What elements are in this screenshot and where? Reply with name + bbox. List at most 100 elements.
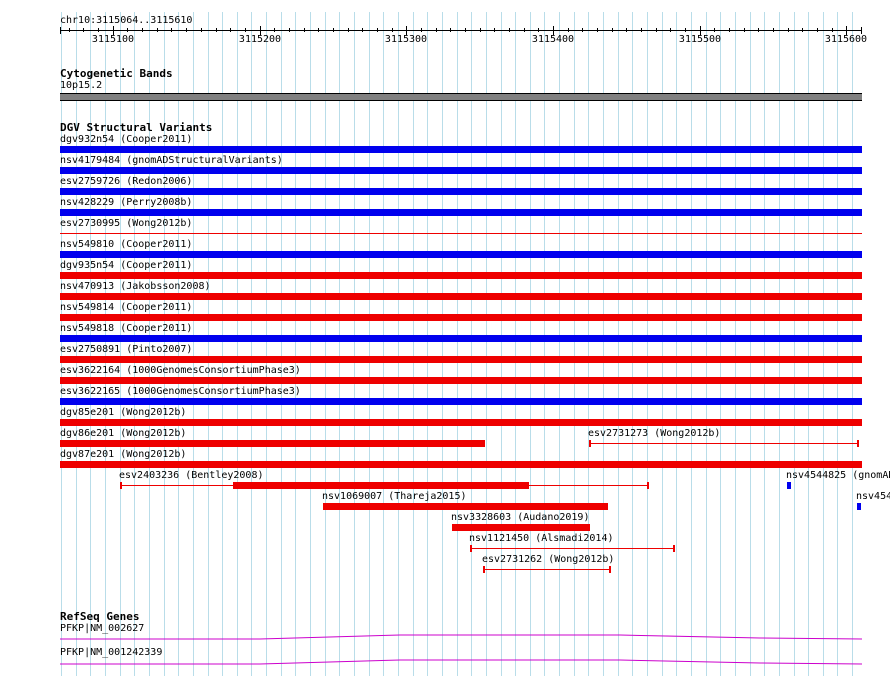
variant-dgv86e201[interactable] — [60, 440, 485, 447]
ruler-major-tick — [553, 26, 554, 35]
grid-line — [471, 12, 472, 676]
variant-dgv87e201[interactable] — [60, 461, 862, 468]
ruler-minor-tick — [421, 28, 422, 32]
variant-bar[interactable] — [60, 188, 862, 195]
ruler-minor-tick — [597, 28, 598, 32]
cytoband-10p15-2[interactable] — [60, 93, 862, 101]
grid-line — [149, 12, 150, 676]
grid-line — [837, 12, 838, 676]
variant-bar[interactable] — [60, 314, 862, 321]
grid-line — [339, 12, 340, 676]
variant-nsv1121450[interactable] — [471, 548, 675, 549]
variant-bar[interactable] — [60, 356, 862, 363]
variant-label-nsv3328603: nsv3328603 (Audano2019) — [451, 512, 590, 523]
grid-line — [383, 12, 384, 676]
variant-esv2731273[interactable] — [590, 443, 859, 444]
ruler-minor-tick — [318, 28, 319, 32]
variant-bar[interactable] — [60, 209, 862, 216]
grid-line — [603, 12, 604, 676]
dgv-track-title[interactable]: DGV Structural Variants — [60, 121, 213, 134]
ruler-minor-tick — [142, 28, 143, 32]
variant-esv2731262-end — [609, 566, 611, 573]
ruler-minor-tick — [729, 28, 730, 32]
grid-line — [779, 12, 780, 676]
gene-nm-002627[interactable] — [60, 630, 862, 646]
grid-line — [222, 12, 223, 676]
grid-line — [808, 12, 809, 676]
ruler-minor-tick — [494, 28, 495, 32]
variant-bar[interactable] — [60, 251, 862, 258]
gene-nm-002627-line — [60, 634, 862, 640]
variant-esv2731273-start — [589, 440, 591, 447]
ruler-minor-tick — [832, 28, 833, 32]
variant-bar[interactable] — [60, 233, 862, 234]
variant-label-nsv1121450: nsv1121450 (Alsmadi2014) — [469, 533, 614, 544]
ruler-minor-tick — [524, 28, 525, 32]
ruler-minor-tick — [758, 28, 759, 32]
ruler-minor-tick — [685, 28, 686, 32]
variant-nsv1069007[interactable] — [323, 503, 608, 510]
ruler-minor-tick — [670, 28, 671, 32]
grid-line — [120, 12, 121, 676]
ruler-major-tick — [406, 26, 407, 35]
variant-label: esv3622164 (1000GenomesConsortiumPhase3) — [60, 365, 301, 376]
grid-line — [281, 12, 282, 676]
variant-label-esv2403236: esv2403236 (Bentley2008) — [119, 470, 264, 481]
variant-label-esv2731273: esv2731273 (Wong2012b) — [588, 428, 721, 439]
ruler-minor-tick — [377, 28, 378, 32]
variant-label: esv2759726 (Redon2006) — [60, 176, 193, 187]
variant-bar[interactable] — [60, 398, 862, 405]
ruler-minor-tick — [348, 28, 349, 32]
ruler-minor-tick — [230, 28, 231, 32]
variant-bar[interactable] — [60, 419, 862, 426]
grid-line — [501, 12, 502, 676]
cytoband-track-title[interactable]: Cytogenetic Bands — [60, 67, 173, 80]
gene-nm-001242339[interactable] — [60, 654, 862, 670]
ruler-minor-tick — [69, 28, 70, 32]
variant-label: dgv932n54 (Cooper2011) — [60, 134, 193, 145]
grid-line — [618, 12, 619, 676]
variant-esv2731262[interactable] — [484, 569, 611, 570]
variant-esv2403236-core[interactable] — [233, 482, 529, 489]
ruler-minor-tick — [509, 28, 510, 32]
refseq-track-title[interactable]: RefSeq Genes — [60, 610, 140, 623]
variant-bar[interactable] — [60, 377, 862, 384]
ruler-minor-tick — [274, 28, 275, 32]
ruler-minor-tick — [289, 28, 290, 32]
grid-line — [325, 12, 326, 676]
variant-esv2403236-end — [647, 482, 649, 489]
variant-bar[interactable] — [60, 293, 862, 300]
ruler-label: 3115300 — [384, 34, 428, 45]
variant-bar[interactable] — [60, 167, 862, 174]
ruler-minor-tick — [333, 28, 334, 32]
grid-line — [588, 12, 589, 676]
ruler-major-tick — [846, 26, 847, 35]
variant-nsv4544825[interactable] — [787, 482, 791, 489]
variant-bar[interactable] — [60, 272, 862, 279]
grid-line — [647, 12, 648, 676]
grid-line — [164, 12, 165, 676]
grid-line — [105, 12, 106, 676]
variant-nsv3328603[interactable] — [452, 524, 590, 531]
variant-bar[interactable] — [60, 335, 862, 342]
ruler-label: 3115400 — [531, 34, 575, 45]
grid-line — [559, 12, 560, 676]
ruler-minor-tick — [436, 28, 437, 32]
variant-esv2731262-start — [483, 566, 485, 573]
grid-line — [237, 12, 238, 676]
grid-line — [544, 12, 545, 676]
variant-nsv454[interactable] — [857, 503, 861, 510]
ruler-minor-tick — [538, 28, 539, 32]
variant-label: nsv428229 (Perry2008b) — [60, 197, 193, 208]
ruler-minor-tick — [465, 28, 466, 32]
variant-label-nsv1069007: nsv1069007 (Thareja2015) — [322, 491, 467, 502]
grid-line — [515, 12, 516, 676]
grid-line — [662, 12, 663, 676]
ruler-label: 3115600 — [824, 34, 868, 45]
gene-nm-001242339-line — [60, 659, 862, 665]
grid-line — [706, 12, 707, 676]
variant-label-dgv87e201: dgv87e201 (Wong2012b) — [60, 449, 187, 460]
grid-line — [369, 12, 370, 676]
grid-line — [676, 12, 677, 676]
variant-bar[interactable] — [60, 146, 862, 153]
